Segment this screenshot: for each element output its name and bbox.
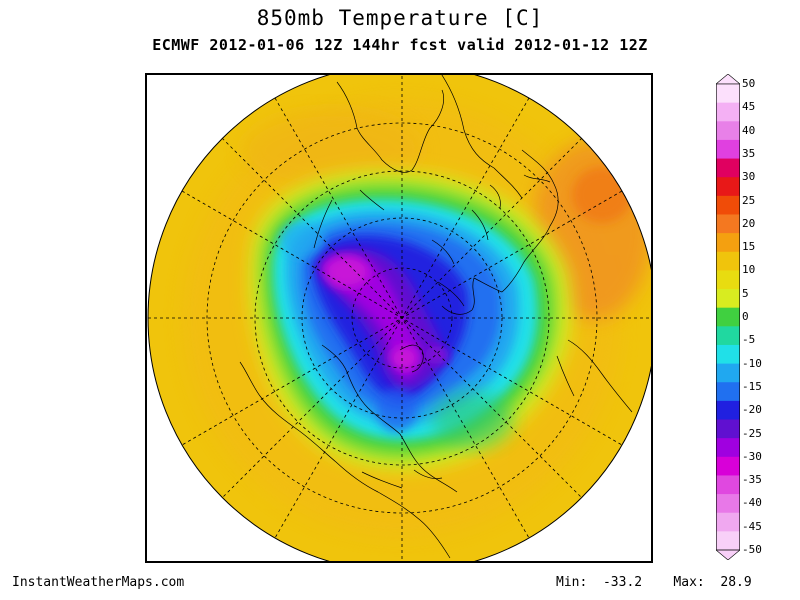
min-value: -33.2 — [602, 575, 643, 590]
colorbar-tick-label: 30 — [742, 170, 756, 184]
colorbar-tick-label: -25 — [742, 426, 762, 440]
chart-title: 850mb Temperature [C] — [256, 6, 544, 30]
color-scale-bar — [716, 74, 740, 560]
colorbar-swatch — [716, 84, 740, 104]
colorbar-swatch — [716, 102, 740, 122]
colorbar-tick-label: 40 — [742, 123, 756, 137]
colorbar-swatch — [716, 251, 740, 271]
colorbar-tick-label: 25 — [742, 193, 756, 207]
temperature-field — [148, 75, 651, 561]
max-label: Max: — [673, 575, 705, 590]
colorbar-swatch — [716, 456, 740, 476]
colorbar-top-arrow — [716, 74, 740, 85]
colorbar-swatch — [716, 195, 740, 215]
colorbar-tick-label: -50 — [742, 543, 762, 556]
colorbar-tick-label: 5 — [742, 286, 749, 300]
colorbar-tick-label: 15 — [742, 240, 756, 254]
site-credit: InstantWeatherMaps.com — [12, 575, 185, 590]
min-label: Min: — [556, 575, 588, 590]
colorbar-swatch — [716, 438, 740, 458]
colorbar-tick-label: -10 — [742, 356, 762, 370]
colorbar-swatch — [716, 121, 740, 141]
colorbar-tick-label: 35 — [742, 146, 756, 160]
colorbar-tick-label: 10 — [742, 263, 756, 277]
colorbar-tick-label: -35 — [742, 473, 762, 487]
colorbar-swatch — [716, 270, 740, 290]
colorbar-swatch — [716, 326, 740, 346]
colorbar-tick-label: 50 — [742, 77, 756, 90]
colorbar-swatch — [716, 214, 740, 234]
colorbar-swatch — [716, 307, 740, 327]
colorbar-swatch — [716, 177, 740, 197]
colorbar-tick-label: -30 — [742, 449, 762, 463]
colorbar-swatch — [716, 494, 740, 514]
colorbar-swatch — [716, 475, 740, 495]
colorbar-swatch — [716, 531, 740, 551]
colorbar-tick-label: -20 — [742, 403, 762, 417]
colorbar-swatch — [716, 363, 740, 383]
colorbar-tick-label: -40 — [742, 496, 762, 510]
colorbar-tick-label: 45 — [742, 100, 756, 114]
chart-subtitle: ECMWF 2012-01-06 12Z 144hr fcst valid 20… — [152, 36, 648, 54]
colorbar-tick-label: 0 — [742, 310, 749, 323]
colorbar-swatch — [716, 233, 740, 253]
colorbar-swatch — [716, 400, 740, 421]
colorbar-swatch — [716, 139, 740, 160]
colorbar-tick-label: -45 — [742, 519, 762, 533]
colorbar-tick-label: -15 — [742, 379, 762, 393]
colorbar-swatch — [716, 419, 740, 439]
colorbar-swatch — [716, 289, 740, 309]
colorbar-swatch — [716, 158, 740, 178]
colorbar-bottom-arrow — [716, 549, 740, 560]
colorbar-swatch — [716, 344, 740, 365]
max-value: 28.9 — [720, 575, 752, 590]
colorbar-swatch — [716, 382, 740, 402]
colorbar-tick-label: 20 — [742, 216, 756, 230]
colorbar-tick-label: -5 — [742, 333, 756, 347]
min-max-readout: Min: -33.2 Max: 28.9 — [556, 575, 752, 590]
polar-map — [145, 73, 653, 563]
colorbar-swatch — [716, 512, 740, 532]
coastlines — [239, 75, 633, 559]
